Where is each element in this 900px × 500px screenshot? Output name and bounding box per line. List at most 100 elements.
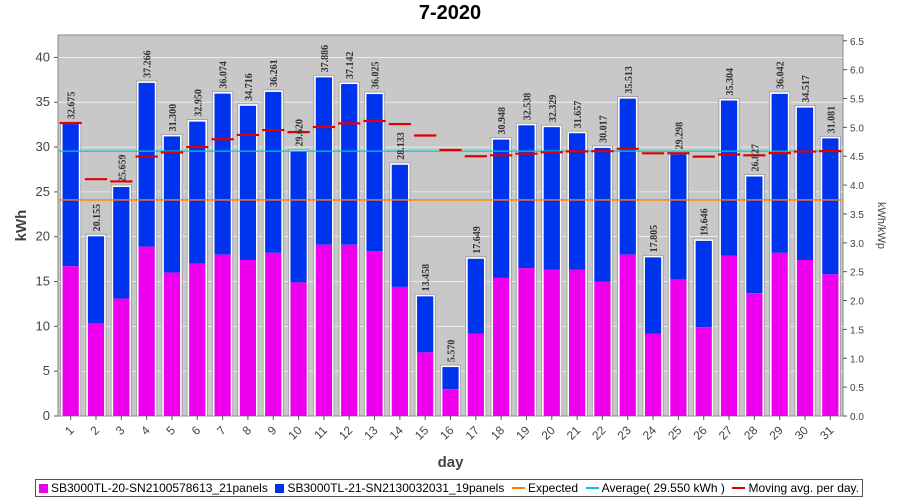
bar-series2 <box>493 139 510 278</box>
x-tick-label: 9 <box>265 423 280 438</box>
y-right-tick-label: 3.5 <box>850 210 864 221</box>
legend: SB3000TL-20-SN2100578613_21panels SB3000… <box>35 479 863 497</box>
data-label: 26.827 <box>750 144 761 172</box>
data-label: 28.133 <box>396 132 407 160</box>
bar-series2 <box>518 125 535 269</box>
legend-item-average: Average( 29.550 kWh ) <box>585 481 725 495</box>
bar-series2 <box>796 107 814 261</box>
bar-series1 <box>467 333 484 416</box>
bar-series2 <box>87 236 105 324</box>
x-tick-label: 3 <box>113 423 128 438</box>
bar-series1 <box>568 269 586 416</box>
y-right-tick-label: 6.0 <box>850 66 864 77</box>
x-tick-label: 6 <box>189 423 204 438</box>
data-label: 36.261 <box>269 59 280 87</box>
bar-series2 <box>391 164 408 287</box>
bar-series2 <box>239 105 257 261</box>
x-tick-label: 31 <box>817 423 837 443</box>
legend-item-expected: Expected <box>511 481 578 495</box>
x-tick-label: 10 <box>285 423 305 443</box>
legend-item-series1: SB3000TL-20-SN2100578613_21panels <box>39 481 268 495</box>
x-tick-label: 17 <box>463 423 483 443</box>
data-label: 37.142 <box>345 52 356 80</box>
bar-series2 <box>644 257 662 334</box>
y-right-tick-label: 2.5 <box>850 268 864 279</box>
x-tick-label: 20 <box>539 423 559 443</box>
bar-series2 <box>265 91 282 253</box>
data-label: 31.081 <box>826 106 837 134</box>
y-tick-label: 30 <box>36 139 50 154</box>
bar-series1 <box>594 281 611 416</box>
bar-series2 <box>189 121 206 264</box>
x-tick-label: 26 <box>691 423 711 443</box>
bar-series1 <box>695 327 712 416</box>
bar-series2 <box>366 94 383 252</box>
data-label: 36.025 <box>371 62 382 90</box>
x-tick-label: 21 <box>564 423 584 443</box>
bar-series2 <box>62 124 79 267</box>
data-label: 32.950 <box>193 89 204 117</box>
chart-title: 7-2020 <box>418 2 482 24</box>
data-label: 31.657 <box>573 101 584 129</box>
bar-series1 <box>87 323 105 416</box>
legend-line-average <box>585 487 599 489</box>
bar-series1 <box>315 244 333 416</box>
x-tick-label: 14 <box>387 423 407 443</box>
y-tick-label: 15 <box>36 274 50 289</box>
bar-series1 <box>720 255 738 416</box>
y-tick-label: 25 <box>36 184 50 199</box>
bar-series1 <box>796 260 814 416</box>
bar-series1 <box>341 244 358 416</box>
bar-series1 <box>113 298 130 416</box>
data-label: 36.042 <box>776 61 787 89</box>
bar-series1 <box>518 268 535 416</box>
bar-series1 <box>391 286 408 416</box>
y-axis-label: kWh <box>13 210 30 242</box>
bar-series2 <box>695 240 712 328</box>
data-label: 30.017 <box>598 115 609 143</box>
bar-series2 <box>619 98 636 255</box>
x-tick-label: 29 <box>766 423 786 443</box>
data-label: 37.266 <box>143 50 154 78</box>
bar-series2 <box>746 176 763 294</box>
x-tick-label: 4 <box>138 423 153 438</box>
data-label: 35.304 <box>725 68 736 96</box>
data-label: 32.538 <box>522 93 533 121</box>
x-tick-label: 1 <box>62 423 77 438</box>
x-tick-label: 28 <box>741 423 761 443</box>
legend-item-moving-avg: Moving avg. per day. <box>732 481 859 495</box>
legend-swatch-series1 <box>39 483 48 493</box>
bar-series2 <box>417 296 434 353</box>
x-axis-label: day <box>438 454 465 471</box>
bar-series2 <box>290 151 307 283</box>
bar-series2 <box>720 100 738 256</box>
bar-series1 <box>493 277 510 416</box>
bar-series1 <box>138 246 155 416</box>
y-tick-label: 5 <box>43 363 50 378</box>
x-tick-label: 12 <box>336 423 356 443</box>
bar-series2 <box>543 127 560 270</box>
bar-series1 <box>417 352 434 416</box>
bar-series1 <box>771 252 788 416</box>
y-right-tick-label: 0.5 <box>850 383 864 394</box>
y-tick-label: 40 <box>36 49 50 64</box>
bar-series2 <box>568 133 586 270</box>
legend-label-average: Average( 29.550 kWh ) <box>601 481 725 495</box>
x-tick-label: 11 <box>311 423 330 442</box>
bar-series1 <box>543 269 560 416</box>
bar-series2 <box>315 77 333 245</box>
x-tick-label: 22 <box>589 423 609 443</box>
x-tick-label: 30 <box>792 423 812 443</box>
data-label: 20.155 <box>92 204 103 232</box>
bar-series1 <box>290 282 307 416</box>
y-right-tick-label: 6.5 <box>850 37 864 48</box>
bar-series2 <box>822 138 839 275</box>
x-tick-label: 13 <box>361 423 381 443</box>
bar-series2 <box>467 258 484 334</box>
x-tick-label: 8 <box>239 423 254 438</box>
bar-series2 <box>771 93 788 253</box>
bar-series2 <box>214 93 231 255</box>
y-right-tick-label: 0.0 <box>850 412 864 423</box>
bar-series1 <box>822 274 839 416</box>
